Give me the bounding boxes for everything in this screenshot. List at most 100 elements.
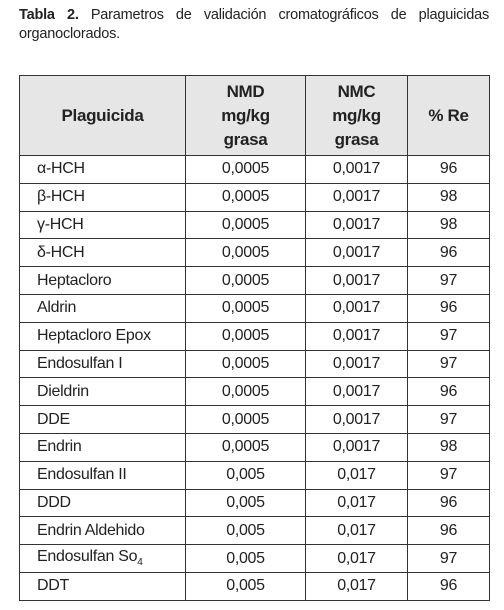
pesticide-cell: β-HCH [19,182,186,212]
value-cell: 96 [407,155,490,184]
table-row: δ-HCH 0,0005 0,0017 96 [19,238,490,268]
value-cell: 97 [407,266,490,295]
value-cell: 0,0017 [305,432,408,462]
value-cell: 0,017 [305,488,408,518]
header-line: mg/kg [332,105,381,125]
value-cell: 0,005 [185,460,306,490]
value-cell: 96 [407,571,490,601]
table-row: DDT 0,005 0,017 96 [19,571,490,601]
value-cell: 97 [407,405,490,434]
value-cell: 0,0017 [305,155,408,184]
value-cell: 0,0005 [185,293,306,323]
value-cell: 98 [407,182,490,212]
value-cell: 0,017 [305,571,408,601]
value-cell: 0,0017 [305,210,408,240]
value-cell: 0,0017 [305,405,408,434]
value-cell: 0,017 [305,460,408,490]
table-row: Aldrin 0,0005 0,0017 96 [19,293,490,323]
pesticide-cell: Endrin Aldehido [19,516,186,546]
data-table: Plaguicida NMD mg/kg grasa NMC mg/kg grasa % Re… [19,75,490,601]
value-cell: 0,0005 [185,182,306,212]
value-cell: 0,005 [185,544,306,573]
header-cell: NMC mg/kg grasa [305,75,408,156]
pesticide-cell: δ-HCH [19,238,186,268]
value-cell: 0,005 [185,488,306,518]
value-cell: 97 [407,321,490,351]
pesticide-cell: α-HCH [19,155,186,184]
header-line: grasa [334,129,379,149]
table-row: Endrin 0,0005 0,0017 98 [19,432,490,462]
caption-text: Parametros de validación cromatográficos… [19,7,489,42]
pesticide-cell: Dieldrin [19,377,186,407]
value-cell: 0,017 [305,544,408,573]
value-cell: 0,0005 [185,405,306,434]
pesticide-cell: Aldrin [19,293,186,323]
value-cell: 0,0017 [305,349,408,379]
pesticide-cell: Endosulfan So4 [19,544,186,573]
header-line: Plaguicida [61,105,144,125]
value-cell: 0,0017 [305,238,408,268]
table-row: Endosulfan I 0,0005 0,0017 97 [19,349,490,379]
table-row: Heptacloro 0,0005 0,0017 97 [19,266,490,295]
value-cell: 0,005 [185,571,306,601]
caption: Tabla 2. Parametros de validación cromat… [19,6,489,44]
value-cell: 97 [407,460,490,490]
value-cell: 96 [407,488,490,518]
value-cell: 0,0005 [185,432,306,462]
value-cell: 0,0005 [185,238,306,268]
header-cell: NMD mg/kg grasa [185,75,306,156]
value-cell: 96 [407,377,490,407]
value-cell: 0,0017 [305,293,408,323]
pesticide-cell: Endrin [19,432,186,462]
value-cell: 96 [407,238,490,268]
value-cell: 97 [407,544,490,573]
pesticide-cell: Endosulfan II [19,460,186,490]
value-cell: 0,0017 [305,377,408,407]
pesticide-cell: DDE [19,405,186,434]
caption-label: Tabla 2. [19,7,79,23]
table-row: α-HCH 0,0005 0,0017 96 [19,155,490,184]
header-cell: Plaguicida [19,75,186,156]
value-cell: 0,0017 [305,266,408,295]
value-cell: 0,005 [185,516,306,546]
table-row: Endrin Aldehido 0,005 0,017 96 [19,516,490,546]
pesticide-cell: DDT [19,571,186,601]
pesticide-cell: DDD [19,488,186,518]
value-cell: 0,0005 [185,266,306,295]
value-cell: 96 [407,293,490,323]
table-row: γ-HCH 0,0005 0,0017 98 [19,210,490,240]
table-row: Heptacloro Epox 0,0005 0,0017 97 [19,321,490,351]
value-cell: 0,0005 [185,321,306,351]
value-cell: 96 [407,516,490,546]
table-row: Dieldrin 0,0005 0,0017 96 [19,377,490,407]
pesticide-cell: γ-HCH [19,210,186,240]
cell-text: Endosulfan So [37,548,138,566]
pesticide-cell: Heptacloro Epox [19,321,186,351]
table-row: β-HCH 0,0005 0,0017 98 [19,182,490,212]
pesticide-cell: Endosulfan I [19,349,186,379]
table-row: Endosulfan II 0,005 0,017 97 [19,460,490,490]
value-cell: 0,0005 [185,155,306,184]
header-row: Plaguicida NMD mg/kg grasa NMC mg/kg grasa % Re [19,75,490,156]
value-cell: 0,0017 [305,182,408,212]
value-cell: 97 [407,349,490,379]
table-row: DDE 0,0005 0,0017 97 [19,405,490,434]
value-cell: 98 [407,432,490,462]
value-cell: 0,0005 [185,210,306,240]
header-line: grasa [223,129,268,149]
cell-subscript: 4 [137,557,143,569]
value-cell: 0,0005 [185,349,306,379]
header-line: NMD [226,81,265,101]
header-line: NMC [337,81,376,101]
value-cell: 0,017 [305,516,408,546]
table-row: Endosulfan So4 0,005 0,017 97 [19,544,490,573]
value-cell: 0,0017 [305,321,408,351]
header-line: % Re [428,105,469,125]
value-cell: 0,0005 [185,377,306,407]
value-cell: 98 [407,210,490,240]
header-cell: % Re [407,75,490,156]
pesticide-cell: Heptacloro [19,266,186,295]
table-row: DDD 0,005 0,017 96 [19,488,490,518]
header-line: mg/kg [221,105,270,125]
